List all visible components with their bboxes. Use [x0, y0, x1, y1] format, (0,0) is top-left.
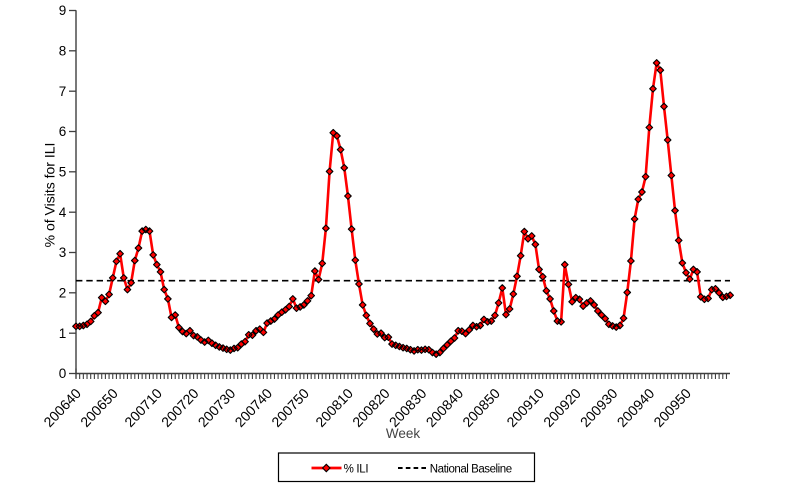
svg-text:1: 1: [59, 326, 67, 341]
svg-text:0: 0: [59, 366, 67, 381]
svg-text:% of Visits for ILI: % of Visits for ILI: [42, 143, 58, 248]
svg-text:4: 4: [59, 205, 67, 220]
svg-text:% ILI: % ILI: [344, 464, 369, 476]
svg-text:6: 6: [59, 124, 67, 139]
svg-text:5: 5: [59, 164, 67, 179]
svg-text:National Baseline: National Baseline: [430, 464, 512, 476]
svg-text:3: 3: [59, 245, 67, 260]
svg-text:7: 7: [59, 84, 67, 99]
svg-text:2: 2: [59, 285, 67, 300]
svg-text:Week: Week: [386, 426, 421, 441]
svg-text:8: 8: [59, 43, 67, 58]
svg-text:9: 9: [59, 3, 67, 18]
